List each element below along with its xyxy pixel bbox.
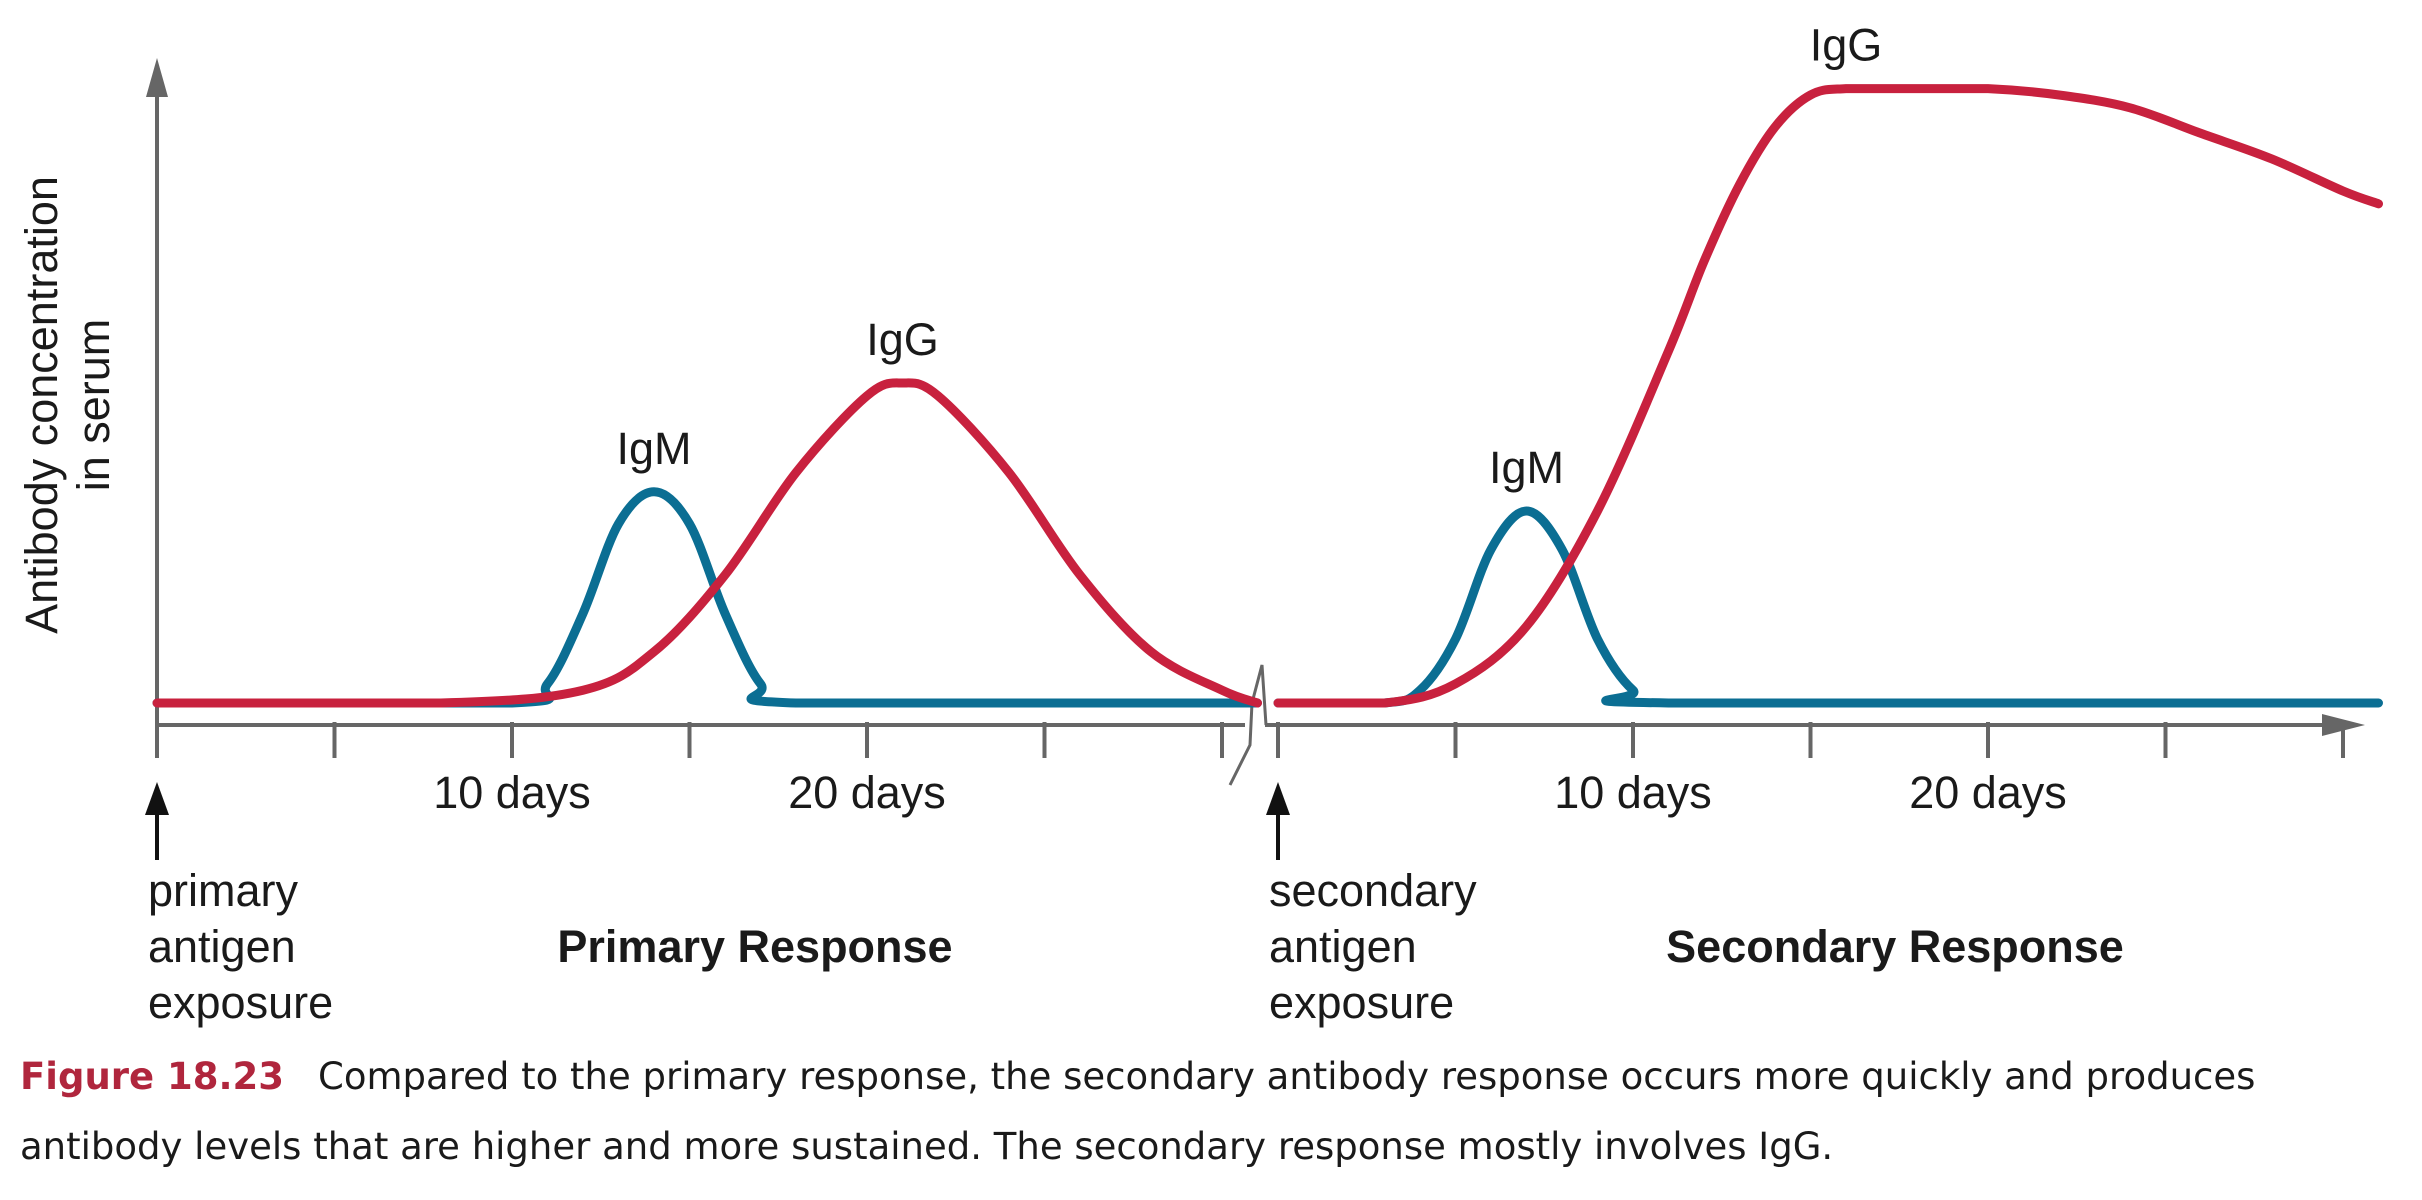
y-axis-title: Antibody concentrationin serum xyxy=(16,176,119,634)
secondary-exposure-label: secondary xyxy=(1269,865,1477,916)
primary-igg-line xyxy=(152,378,1262,708)
secondary-igg-peak-label: IgG xyxy=(1810,20,1883,71)
x-tick-label: 10 days xyxy=(433,767,591,818)
y-axis-arrow xyxy=(146,58,168,97)
x-tick-label: 10 days xyxy=(1554,767,1712,818)
secondary-exposure-arrow-head xyxy=(1266,782,1290,815)
x-tick-label: 20 days xyxy=(788,767,946,818)
series-group xyxy=(152,84,2383,708)
caption-text: Compared to the primary response, the se… xyxy=(20,1055,2256,1168)
primary-exposure-label: exposure xyxy=(148,977,333,1028)
y-axis-title-line: in serum xyxy=(68,319,119,492)
secondary-igg-line xyxy=(1273,84,2383,708)
primary-exposure-label: antigen xyxy=(148,921,296,972)
labels-group: 10 days 20 days 10 days 20 days IgM IgM IgG IgG… xyxy=(16,20,2124,1028)
secondary-exposure-label: exposure xyxy=(1269,977,1454,1028)
x-tick-label: 20 days xyxy=(1909,767,2067,818)
secondary-igm-line xyxy=(1273,506,2383,708)
y-axis-title-line: Antibody concentration xyxy=(16,176,67,634)
secondary-exposure-label: antigen xyxy=(1269,921,1417,972)
figure-caption: Figure 18.23 Compared to the primary resp… xyxy=(20,1042,2390,1182)
axes xyxy=(145,58,2365,860)
primary-exposure-label: primary xyxy=(148,865,299,916)
primary-igg-peak-label: IgG xyxy=(866,314,939,365)
primary-exposure-arrow-head xyxy=(145,782,169,815)
figure-number: Figure 18.23 xyxy=(20,1055,285,1098)
secondary-igm-peak-label: IgM xyxy=(1489,442,1564,493)
primary-igm-peak-label: IgM xyxy=(616,423,691,474)
antibody-response-chart: 10 days 20 days 10 days 20 days IgM IgM IgG IgG… xyxy=(16,20,2383,1028)
primary-section-label: Primary Response xyxy=(557,921,952,972)
secondary-section-label: Secondary Response xyxy=(1666,921,2124,972)
